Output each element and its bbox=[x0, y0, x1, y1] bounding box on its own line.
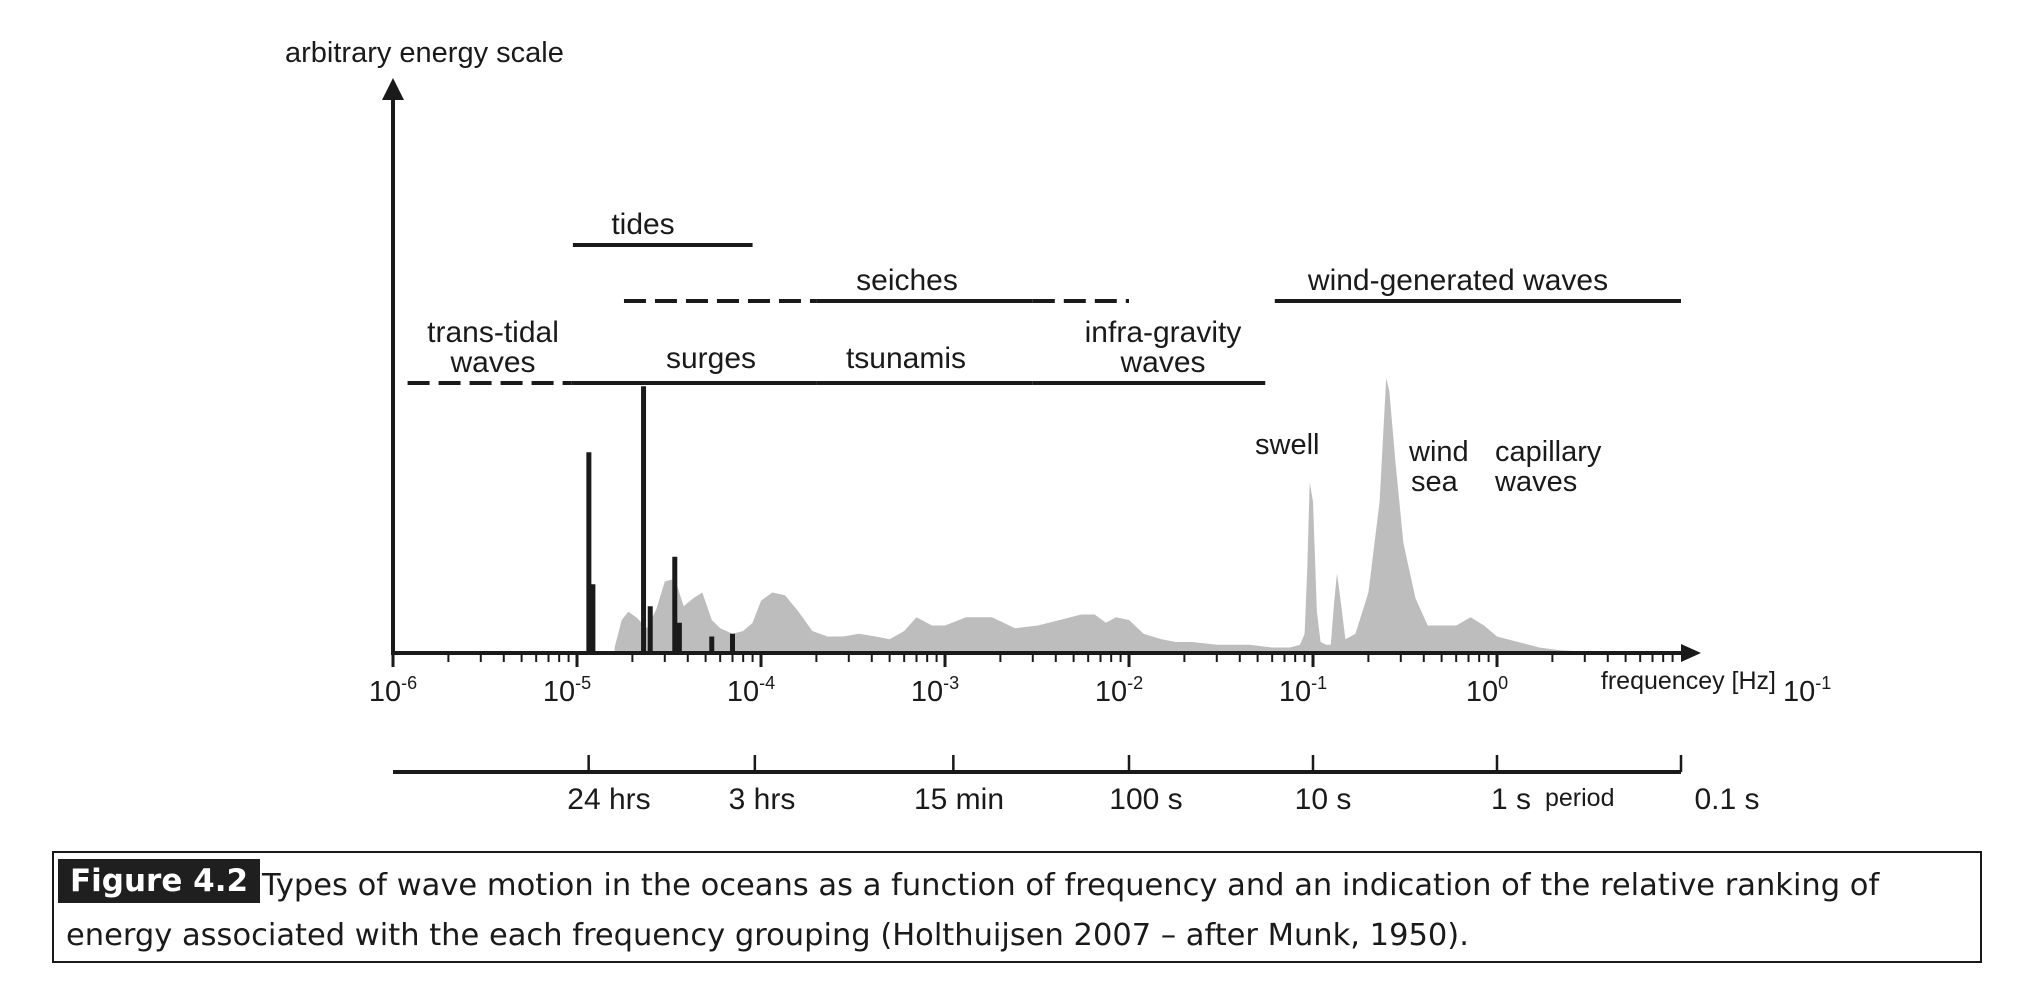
band-label-tsunamis: tsunamis bbox=[846, 342, 966, 375]
band-label-trans-tidal-waves: trans-tidal waves bbox=[427, 316, 559, 379]
band-label-seiches: seiches bbox=[856, 264, 958, 297]
x-tick-label: 10-2 bbox=[1095, 673, 1143, 708]
period-tick-label: 3 hrs bbox=[729, 783, 796, 816]
y-axis-arrow bbox=[382, 78, 404, 100]
y-axis-label: arbitrary energy scale bbox=[285, 37, 564, 69]
x-tick-label: 10-1 bbox=[1783, 673, 1831, 708]
x-tick-label: 10-5 bbox=[543, 673, 591, 708]
annotation-swell: swell bbox=[1255, 429, 1319, 461]
x-axis-arrow bbox=[1681, 644, 1701, 662]
band-label-infra-gravity-waves: infra-gravity waves bbox=[1085, 316, 1242, 379]
figure-label: Figure 4.2 bbox=[58, 859, 261, 903]
band-label-tides: tides bbox=[611, 208, 674, 241]
period-tick-label: 0.1 s bbox=[1694, 783, 1759, 816]
band-label-wind-generated-waves: wind-generated waves bbox=[1307, 264, 1608, 297]
period-axis-label: period bbox=[1545, 784, 1615, 812]
energy-spectrum-area bbox=[614, 378, 1608, 653]
x-axis-label: frequencey [Hz] bbox=[1601, 667, 1776, 695]
figure-caption: Types of wave motion in the oceans as a … bbox=[66, 868, 1880, 953]
x-tick-label: 100 bbox=[1466, 673, 1508, 708]
x-tick-label: 10-6 bbox=[369, 673, 417, 708]
period-tick-label: 1 s bbox=[1491, 783, 1531, 816]
x-tick-label: 10-3 bbox=[911, 673, 959, 708]
period-tick-label: 24 hrs bbox=[567, 783, 650, 816]
figure-caption-box: Figure 4.2 Types of wave motion in the o… bbox=[52, 851, 1982, 963]
wave-energy-chart: arbitrary energy scale swell wind sea cap… bbox=[285, 37, 1831, 816]
band-label-surges: surges bbox=[666, 342, 756, 375]
annotation-wind-sea: wind sea bbox=[1408, 436, 1469, 498]
x-tick-label: 10-1 bbox=[1279, 673, 1327, 708]
x-tick-label: 10-4 bbox=[727, 673, 775, 708]
period-tick-label: 15 min bbox=[914, 783, 1004, 816]
annotation-capillary-waves: capillary waves bbox=[1494, 436, 1602, 498]
period-tick-label: 10 s bbox=[1295, 783, 1352, 816]
period-tick-label: 100 s bbox=[1109, 783, 1182, 816]
